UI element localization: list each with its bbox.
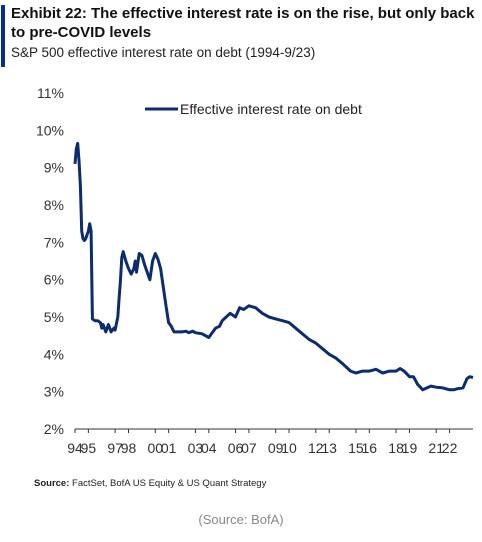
y-tick-label: 9% [44, 160, 64, 176]
credit-line: (Source: BofA) [198, 512, 284, 527]
x-tick-label: 22 [442, 440, 458, 456]
x-tick-label: 95 [81, 440, 97, 456]
y-tick-label: 10% [36, 122, 64, 138]
x-tick-label: 12 [308, 440, 324, 456]
chart-subtitle: S&P 500 effective interest rate on debt … [11, 45, 316, 60]
series-line [73, 141, 474, 392]
y-axis: 2% 3% 4% 5% 6% 7% 8% 9% 10% 11% [36, 85, 64, 437]
series-layer [73, 141, 474, 392]
x-tick-label: 15 [348, 440, 364, 456]
x-tick-label: 01 [161, 440, 177, 456]
x-tick-label: 21 [428, 440, 444, 456]
x-tick-label: 00 [147, 440, 163, 456]
x-tick-label: 09 [268, 440, 284, 456]
y-tick-label: 8% [44, 197, 64, 213]
source-note: Source: FactSet, BofA US Equity & US Qua… [34, 478, 266, 489]
x-tick-label: 04 [201, 440, 217, 456]
x-tick-label: 19 [402, 440, 418, 456]
x-tick-label: 97 [107, 440, 123, 456]
x-tick-label: 07 [241, 440, 257, 456]
y-tick-label: 11% [37, 85, 64, 101]
y-tick-label: 7% [44, 234, 64, 250]
legend: Effective interest rate on debt [145, 101, 362, 117]
x-tick-label: 94 [67, 440, 83, 456]
x-tick-label: 03 [188, 440, 204, 456]
title-accent-bar [1, 5, 5, 67]
x-tick-label: 16 [362, 440, 378, 456]
y-tick-label: 6% [44, 272, 64, 288]
x-tick-label: 06 [228, 440, 244, 456]
chart-title: Exhibit 22: The effective interest rate … [11, 5, 475, 41]
x-tick-label: 98 [121, 440, 137, 456]
x-tick-label: 18 [388, 440, 404, 456]
x-tick-label: 10 [281, 440, 297, 456]
source-label: Source: [34, 478, 70, 489]
y-tick-label: 5% [44, 309, 64, 325]
x-tick-label: 13 [321, 440, 337, 456]
y-tick-label: 4% [44, 346, 64, 362]
y-tick-label: 3% [44, 384, 64, 400]
legend-label: Effective interest rate on debt [180, 101, 362, 117]
source-text: FactSet, BofA US Equity & US Quant Strat… [72, 478, 267, 489]
y-tick-label: 2% [44, 421, 64, 437]
